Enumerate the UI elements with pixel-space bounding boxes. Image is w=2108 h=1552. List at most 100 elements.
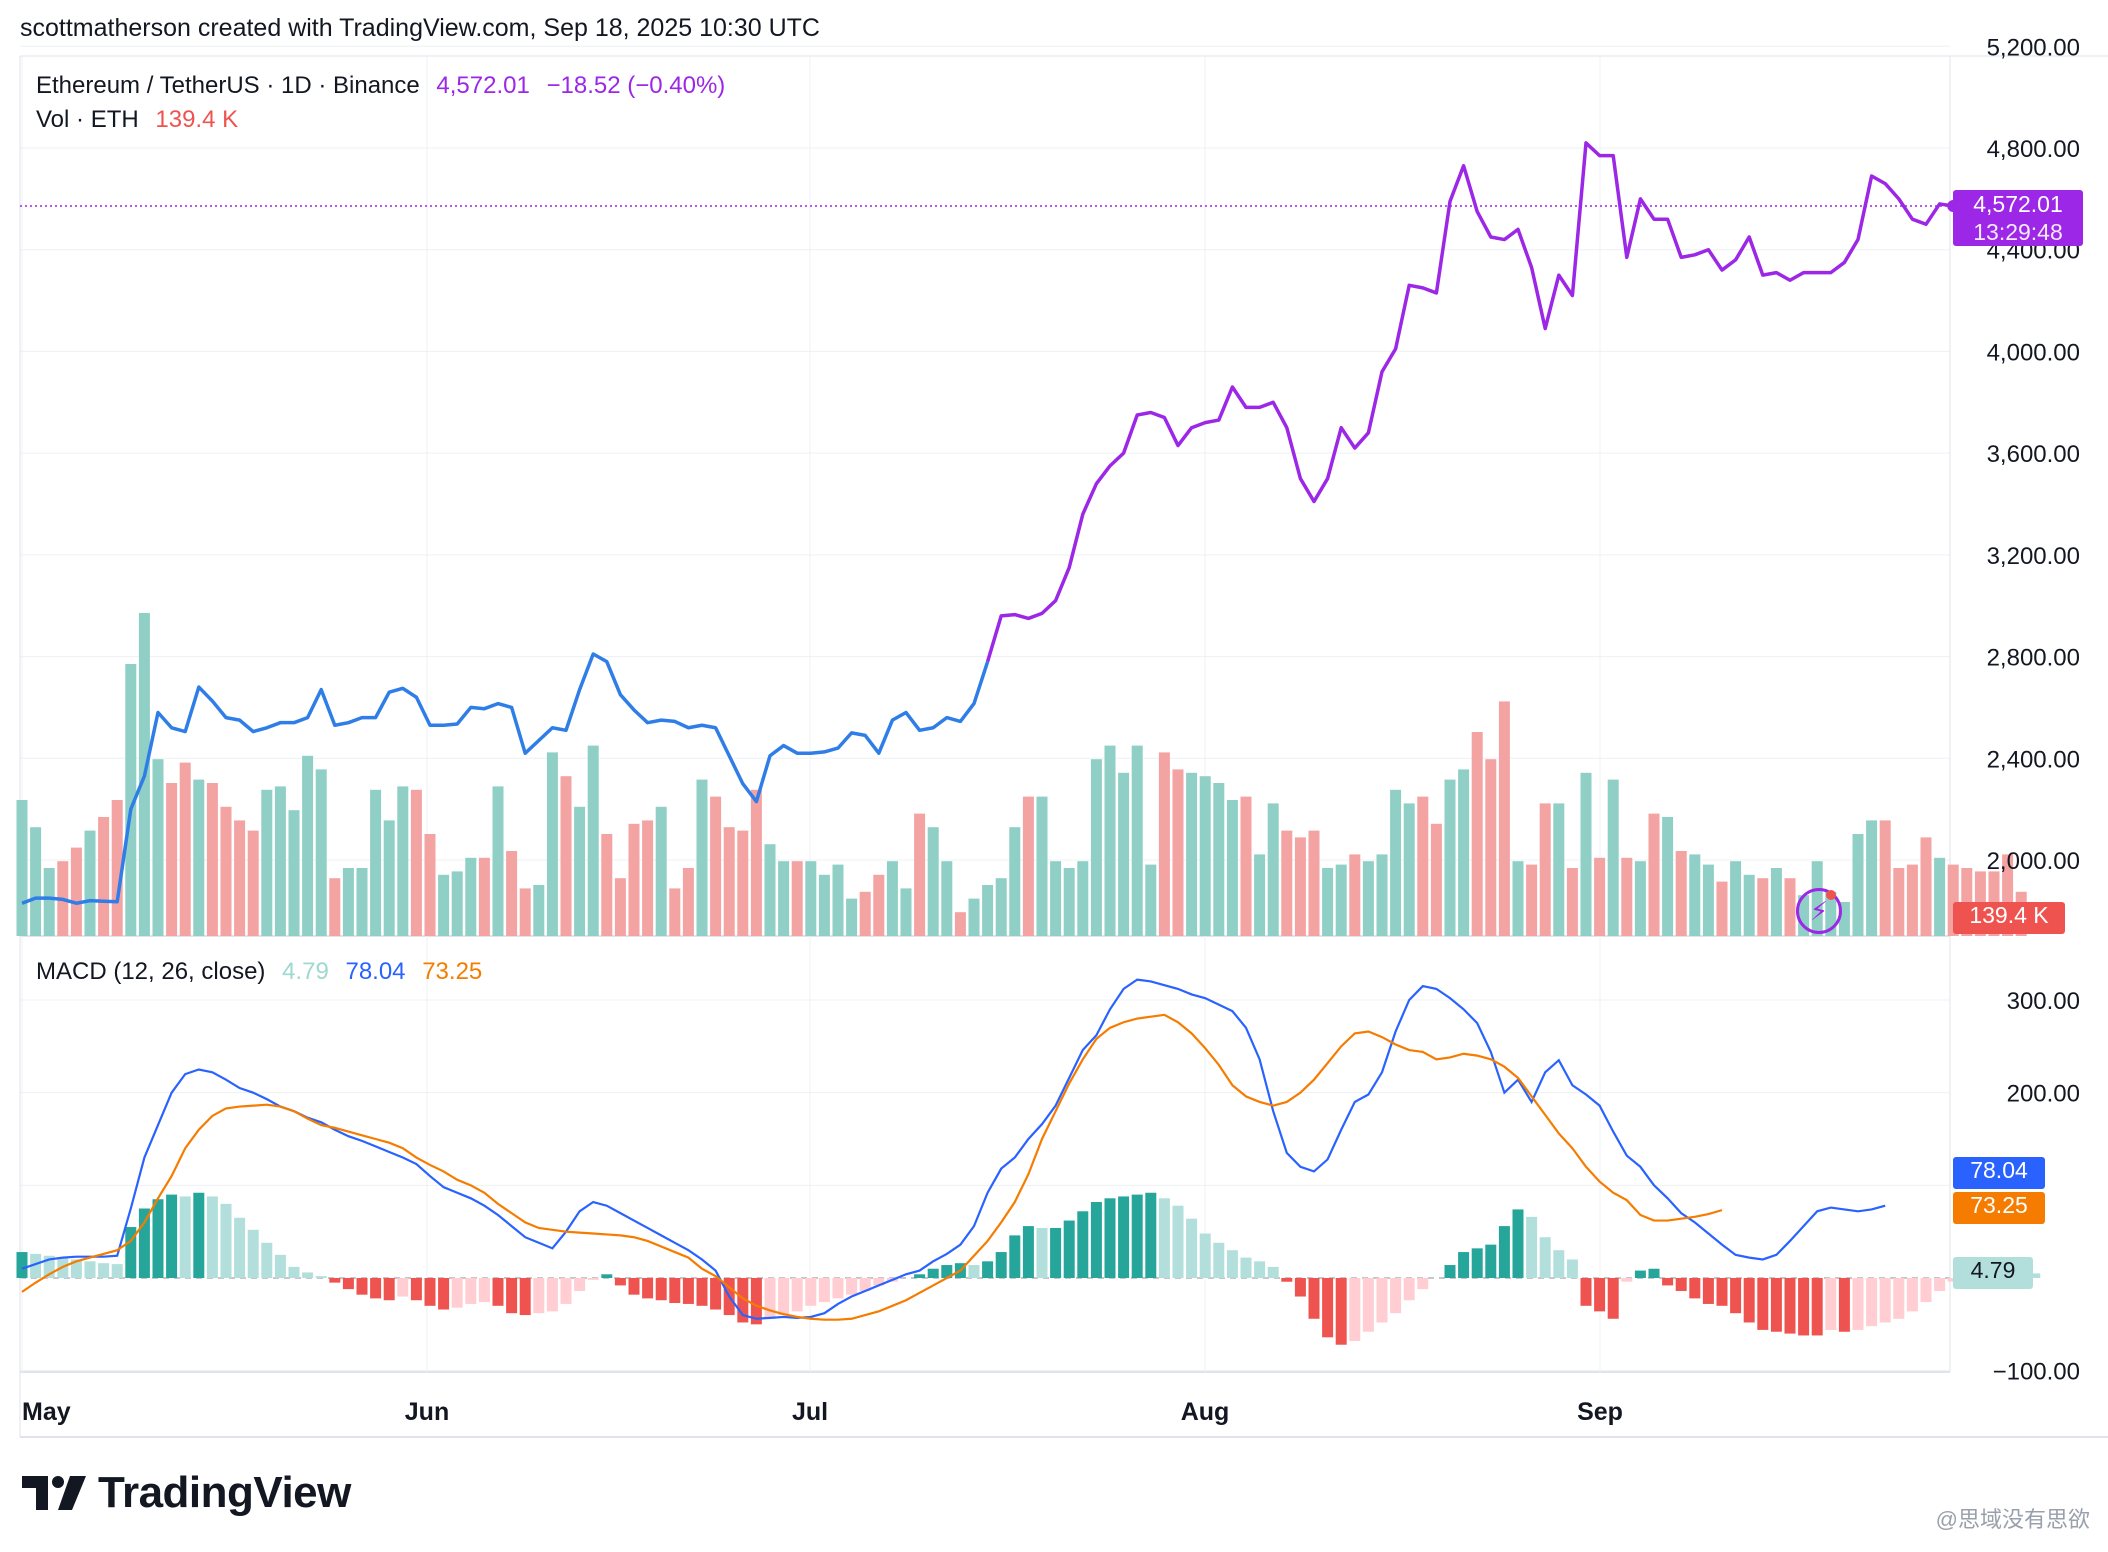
histogram-bar: [1485, 1244, 1497, 1278]
histogram-pill: 4.79: [1953, 1257, 2033, 1289]
histogram-bar: [1594, 1278, 1606, 1312]
histogram-bar: [873, 1278, 885, 1286]
volume-bar: [914, 813, 926, 936]
macd-tick-label: 200.00: [2007, 1081, 2080, 1108]
volume-bar: [1566, 868, 1578, 936]
volume-bar: [750, 789, 762, 936]
histogram-bar: [995, 1252, 1007, 1278]
histogram-bar: [98, 1263, 110, 1278]
histogram-bar: [1838, 1278, 1850, 1332]
volume-bar: [1648, 813, 1660, 936]
histogram-bar: [1294, 1278, 1306, 1297]
histogram-bar: [1770, 1278, 1782, 1332]
volume-bar: [1934, 857, 1946, 936]
volume-bar: [1512, 861, 1524, 936]
volume-bar: [696, 779, 708, 936]
volume-bar: [1376, 854, 1388, 936]
lightning-icon[interactable]: ⚡: [1796, 888, 1842, 934]
volume-pill: 139.4 K: [1953, 902, 2065, 934]
histogram-bar: [710, 1278, 722, 1310]
price-pill-countdown: 13:29:48: [1973, 219, 2063, 245]
month-tick-label: Sep: [1577, 1398, 1623, 1426]
histogram-bar: [1254, 1261, 1266, 1278]
last-price: 4,572.01: [436, 72, 530, 99]
volume-bar: [1539, 803, 1551, 936]
histogram-bar: [560, 1278, 572, 1304]
histogram-bar: [968, 1265, 980, 1278]
histogram-bar: [342, 1278, 354, 1290]
histogram-bar: [982, 1261, 994, 1278]
volume-bar: [125, 664, 137, 936]
volume-bar: [465, 857, 477, 936]
volume-bar: [1893, 868, 1905, 936]
histogram-bar: [914, 1274, 926, 1278]
histogram-bar: [329, 1278, 341, 1283]
volume-bar: [261, 789, 273, 936]
volume-bar: [43, 868, 55, 936]
histogram-bar: [791, 1278, 803, 1312]
volume-bar: [1009, 827, 1021, 936]
volume-bar: [1444, 779, 1456, 936]
volume-bar: [1879, 820, 1891, 936]
histogram-bar: [288, 1266, 300, 1278]
histogram-bar: [1267, 1266, 1279, 1278]
volume-bar: [302, 755, 314, 936]
histogram-bar: [1784, 1278, 1796, 1334]
volume-bar: [356, 868, 368, 936]
histogram-bar: [1226, 1250, 1238, 1278]
volume-bar: [1716, 881, 1728, 936]
histogram-bar: [1825, 1278, 1837, 1330]
chart-caption: scottmatherson created with TradingView.…: [20, 14, 820, 42]
volume-bar: [560, 776, 572, 936]
macd-legend[interactable]: MACD (12, 26, close) 4.79 78.04 73.25: [36, 958, 492, 986]
volume-bar: [1689, 854, 1701, 936]
histogram-bar: [451, 1278, 463, 1308]
volume-bar: [1199, 776, 1211, 936]
watermark: @思域没有思欲: [1935, 1507, 2090, 1532]
volume-bar: [1920, 837, 1932, 936]
histogram-bar: [1566, 1259, 1578, 1278]
histogram-bar: [1335, 1278, 1347, 1345]
volume-bar: [1458, 769, 1470, 936]
histogram-bar: [1240, 1257, 1252, 1278]
volume-bar: [1607, 779, 1619, 936]
volume-bar: [438, 874, 450, 936]
histogram-bar: [274, 1254, 286, 1278]
histogram-bar: [1879, 1278, 1891, 1323]
volume-value: 139.4 K: [155, 106, 239, 133]
volume-bar: [642, 820, 654, 936]
alert-dot-icon: [1826, 890, 1836, 900]
volume-bar: [1580, 772, 1592, 936]
volume-bar: [1906, 864, 1918, 936]
volume-bar: [1226, 800, 1238, 936]
volume-bar: [84, 830, 96, 936]
volume-bar: [519, 888, 531, 936]
volume-legend[interactable]: Vol · ETH 139.4 K: [36, 106, 248, 134]
histogram-bar: [1349, 1278, 1361, 1342]
volume-bar: [1866, 820, 1878, 936]
histogram-bar: [764, 1278, 776, 1319]
volume-bar: [1757, 878, 1769, 936]
histogram-bar: [1172, 1205, 1184, 1278]
histogram-bar: [111, 1264, 123, 1278]
histogram-bar: [370, 1278, 382, 1299]
histogram-bar: [1213, 1242, 1225, 1278]
histogram-bar: [1158, 1198, 1170, 1278]
volume-bar: [900, 888, 912, 936]
month-tick-label: Jul: [792, 1398, 828, 1426]
volume-bar: [1430, 823, 1442, 936]
volume-bar: [1553, 803, 1565, 936]
volume-bar: [451, 871, 463, 936]
macd-tick-label: −100.00: [1993, 1359, 2080, 1386]
symbol-legend[interactable]: Ethereum / TetherUS · 1D · Binance 4,572…: [36, 72, 735, 100]
histogram-bar: [1009, 1235, 1021, 1278]
volume-bar: [492, 786, 504, 936]
histogram-bar: [927, 1268, 939, 1278]
macd-signal-value: 73.25: [422, 958, 483, 985]
tradingview-logo[interactable]: TradingView: [22, 1468, 351, 1518]
tradingview-logo-icon: [22, 1476, 86, 1510]
histogram-bar: [410, 1278, 422, 1301]
volume-bar: [669, 888, 681, 936]
volume-bar: [1063, 868, 1075, 936]
